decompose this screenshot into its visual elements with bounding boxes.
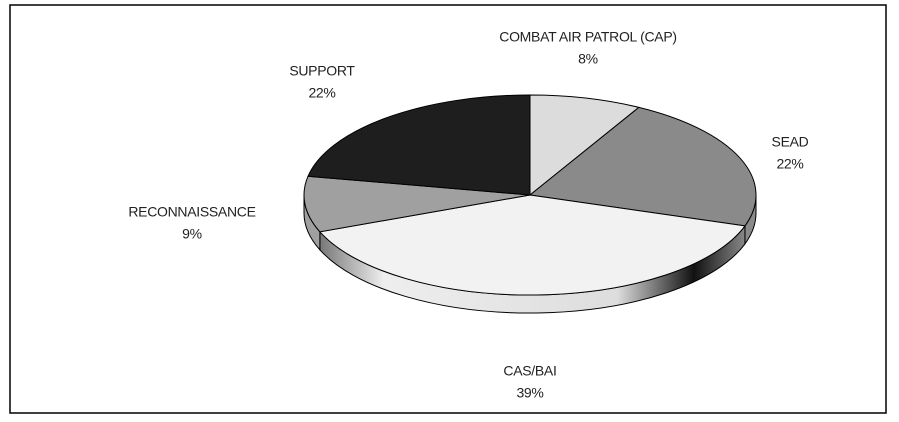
slice-value-label: 22%	[308, 85, 335, 101]
slice-label: RECONNAISSANCE	[128, 204, 255, 220]
slice	[528, 106, 757, 227]
slice-value-label: 22%	[776, 156, 803, 172]
slice	[307, 94, 531, 196]
slice-label: COMBAT AIR PATROL (CAP)	[499, 29, 676, 45]
slice-label: SUPPORT	[289, 63, 355, 79]
slice	[318, 194, 746, 296]
slice	[529, 94, 640, 197]
slice-value-label: 39%	[516, 385, 543, 401]
slice	[303, 175, 531, 233]
slice-label: SEAD	[772, 134, 809, 150]
slice-label: CAS/BAI	[503, 363, 556, 379]
slice-value-label: 9%	[182, 226, 202, 242]
frame	[9, 4, 887, 414]
slice-value-label: 8%	[578, 51, 598, 67]
